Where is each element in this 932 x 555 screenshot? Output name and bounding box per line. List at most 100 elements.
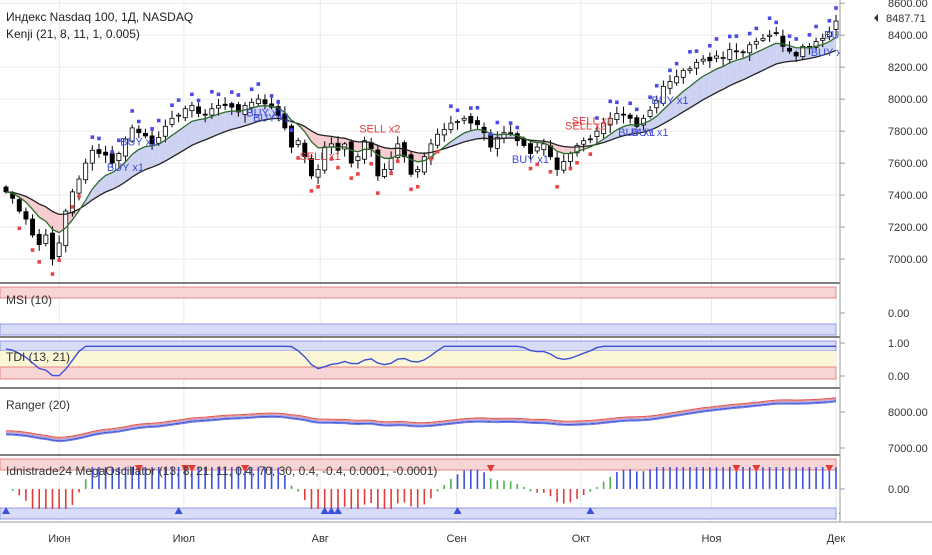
- upper-dot-marker: [216, 92, 221, 97]
- candle-down: [793, 52, 799, 57]
- candle-down: [488, 134, 494, 148]
- candle-down: [528, 143, 534, 154]
- candle-up: [667, 81, 673, 89]
- candle-up: [647, 109, 653, 117]
- kenji-band-segment: [769, 43, 777, 68]
- upper-dot-marker: [628, 101, 632, 106]
- msi-title[interactable]: MSI (10): [6, 293, 52, 307]
- buy-signal-label: BUY x1: [618, 127, 655, 139]
- candle-up: [395, 143, 401, 159]
- upper-dot-marker: [727, 34, 732, 39]
- candle-up: [56, 242, 62, 257]
- buy-signal-label: BUY x1: [120, 136, 157, 148]
- time-tick-label: Дек: [827, 533, 846, 545]
- candle-up: [156, 137, 162, 144]
- kenji-band-segment: [152, 144, 159, 168]
- ranger-band-line: [5, 401, 837, 443]
- upper-dot-marker: [635, 107, 639, 112]
- kenji-fast-line: [5, 36, 837, 234]
- kenji-band-segment: [703, 72, 710, 100]
- kenji-band-segment: [729, 60, 737, 86]
- kenji-band-segment: [563, 146, 571, 154]
- ranger-band-line: [5, 400, 837, 442]
- candle-up: [640, 117, 646, 126]
- candle-up: [129, 127, 135, 142]
- price-tick-label: 7000.00: [888, 254, 928, 266]
- candle-up: [448, 122, 454, 130]
- buy-signal-label: BUY x1: [651, 95, 688, 107]
- mega-sell-triangle: [187, 465, 196, 472]
- upper-dot-marker: [97, 136, 101, 141]
- candle-up: [581, 140, 587, 145]
- lower-dot-marker: [389, 171, 393, 176]
- kenji-band-segment: [264, 105, 272, 120]
- candle-up: [567, 153, 573, 162]
- ranger-title[interactable]: Ranger (20): [6, 398, 70, 412]
- upper-dot-marker: [455, 108, 460, 113]
- lower-dot-marker: [316, 184, 320, 189]
- mega-buy-triangle: [334, 507, 342, 514]
- candle-down: [30, 218, 36, 236]
- kenji-band-segment: [225, 111, 232, 132]
- upper-dot-marker: [508, 121, 513, 125]
- candle-down: [773, 32, 779, 35]
- kenji-band-segment: [464, 130, 471, 142]
- upper-dot-marker: [210, 89, 214, 94]
- upper-dot-marker: [674, 61, 679, 66]
- candle-down: [627, 114, 633, 119]
- lower-dot-marker: [37, 260, 41, 264]
- price-tick-label: 8600.00: [888, 0, 928, 10]
- candle-down: [275, 106, 281, 116]
- upper-dot-marker: [754, 26, 759, 31]
- candle-up: [388, 157, 394, 170]
- lower-dot-marker: [429, 157, 433, 161]
- lower-dot-marker: [376, 191, 380, 195]
- upper-dot-marker: [834, 6, 838, 10]
- candle-up: [116, 153, 122, 161]
- upper-dot-marker: [767, 16, 772, 21]
- megaoscillator-title[interactable]: Idnistrade24 MegaOscillator (13, 8, 21, …: [6, 464, 437, 478]
- candle-down: [142, 132, 148, 137]
- upper-dot-marker: [595, 116, 599, 120]
- kenji-band-segment: [145, 145, 153, 170]
- kenji-indicator-label[interactable]: Kenji (21, 8, 11, 1, 0.005): [6, 27, 140, 41]
- kenji-band-segment: [457, 132, 465, 145]
- kenji-band-segment: [762, 46, 770, 71]
- lower-dot-marker: [50, 272, 55, 276]
- candle-down: [521, 139, 527, 146]
- kenji-band-segment: [165, 135, 172, 162]
- time-tick-label: Июн: [48, 533, 70, 545]
- candle-up: [76, 178, 82, 194]
- mega-sell-triangle: [732, 465, 741, 472]
- candle-up: [760, 37, 766, 41]
- candle-up: [43, 234, 49, 244]
- candle-up: [541, 143, 547, 151]
- main-chart-title: Индекс Nasdaq 100, 1Д, NASDAQ: [6, 10, 193, 24]
- lower-dot-marker: [369, 161, 373, 166]
- upper-dot-marker: [734, 34, 739, 38]
- lower-dot-marker: [77, 194, 81, 199]
- upper-dot-marker: [475, 105, 480, 110]
- candle-up: [534, 146, 540, 152]
- upper-dot-marker: [488, 132, 493, 136]
- upper-dot-marker: [495, 120, 500, 125]
- upper-dot-marker: [814, 24, 818, 29]
- kenji-band-segment: [470, 129, 478, 141]
- candle-up: [826, 31, 832, 37]
- candle-up: [674, 76, 680, 84]
- kenji-band-segment: [723, 62, 730, 90]
- upper-dot-marker: [90, 135, 95, 139]
- buy-signal-label: BUY x1: [107, 162, 144, 174]
- tdi-title[interactable]: TDI (13, 21): [6, 350, 70, 364]
- price-tick-label: 8200.00: [888, 62, 928, 74]
- x-tick-layer[interactable]: Июн Июл Авг Сен Окт Ноя Дек: [48, 533, 845, 545]
- sell-signal-label: SELL x2: [359, 124, 400, 136]
- buy-signal-label: BUY x1: [631, 127, 668, 139]
- tdi-mid-zone: [0, 351, 836, 367]
- price-tick-label: 8400.00: [888, 30, 928, 42]
- lower-dot-marker: [356, 172, 360, 176]
- candle-up: [820, 37, 826, 41]
- candle-down: [587, 138, 593, 141]
- sub-pane-layer: [0, 286, 874, 520]
